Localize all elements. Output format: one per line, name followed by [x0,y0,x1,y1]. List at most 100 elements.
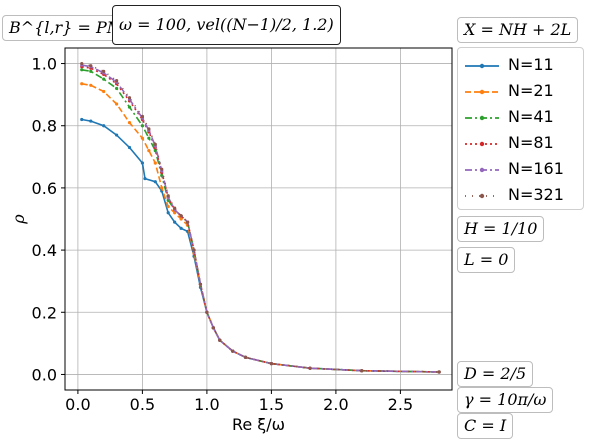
data-point-n=21 [179,217,183,221]
x-tick-label: 1.5 [259,395,284,414]
data-point-n=321 [89,64,93,68]
data-point-n=11 [173,220,177,224]
data-point-n=321 [127,96,132,100]
data-point-n=11 [80,117,84,122]
y-axis-label: ρ [9,214,28,225]
data-point-n=11 [140,161,144,165]
x-tick-label: 2.5 [388,395,413,414]
data-point-n=21 [115,102,119,106]
data-point-n=321 [198,282,203,286]
data-point-n=41 [140,124,144,128]
data-point-n=41 [89,69,93,73]
legend-label: N=41 [508,107,554,126]
data-point-n=321 [205,310,209,314]
data-point-n=21 [153,161,157,165]
data-point-n=321 [437,370,441,374]
x-axis-label: Re ξ/ω [232,415,285,434]
series-lines [80,61,441,374]
data-point-n=21 [173,211,177,215]
data-point-n=41 [115,86,119,91]
legend-label: N=81 [508,133,554,152]
data-point-n=21 [102,89,106,94]
y-tick-label: 1.0 [32,55,57,74]
legend-label: N=321 [508,185,564,204]
series-line-n=161 [81,64,440,373]
series-line-n=11 [81,118,440,373]
omega-annotation: ω = 100, vel((N−1)/2, 1.2) [112,5,341,45]
x-tick-label: 1.0 [194,395,219,414]
legend-item: N=21 [458,80,583,104]
series-line-n=81 [81,65,440,373]
axes-frame [64,47,453,391]
legend-label: N=11 [508,55,554,74]
data-point-n=321 [140,114,144,118]
legend-swatch [465,193,499,199]
legend-swatch [465,167,499,173]
y-tick-label: 0.4 [32,241,57,260]
data-point-n=11 [166,211,170,215]
data-point-n=321 [185,220,190,224]
data-point-n=21 [127,121,132,125]
ticks: 0.0 0.5 1.0 1.5 2.0 2.5 0.0 0.2 0.4 0.6 0.8 1.0 [32,55,414,414]
legend-swatch [465,115,499,121]
data-point-n=41 [102,77,106,81]
legend-swatch [465,63,499,69]
data-point-n=11 [179,226,183,230]
data-point-n=321 [153,142,157,146]
legend-label: N=161 [508,159,564,178]
data-point-n=321 [244,355,248,359]
data-point-n=21 [80,82,84,86]
grid [65,48,452,390]
legend-item: N=81 [458,132,583,156]
x-tick-label: 0.0 [65,395,90,414]
data-point-n=321 [218,338,222,342]
data-point-n=321 [102,69,106,73]
data-point-n=21 [160,186,164,190]
legend-swatch [465,89,499,95]
data-point-n=321 [360,369,364,373]
data-point-n=41 [147,136,151,140]
legend-item: N=41 [458,106,583,130]
data-point-n=11 [143,176,147,181]
legend-item: N=11 [458,54,583,78]
data-point-n=21 [166,204,170,209]
data-point-n=11 [102,124,106,128]
c-annotation: C = I [457,413,514,439]
data-point-n=11 [115,133,119,137]
y-tick-label: 0.6 [32,179,57,198]
data-point-n=41 [80,68,84,72]
y-tick-label: 0.2 [32,303,57,322]
legend-item: N=321 [458,184,583,208]
data-point-n=321 [231,349,235,353]
x-definition-annotation: X = NH + 2L [457,17,579,43]
legend-label: N=21 [508,81,554,100]
data-point-n=321 [115,79,119,83]
d-annotation: D = 2/5 [457,361,534,387]
y-tick-label: 0.0 [32,365,57,384]
data-point-n=321 [166,194,170,198]
data-point-n=21 [89,83,93,87]
data-point-n=41 [127,105,132,109]
data-point-n=321 [192,248,196,252]
data-point-n=321 [80,61,84,66]
data-point-n=21 [140,136,144,140]
series-line-n=41 [81,69,440,373]
data-point-n=11 [89,119,93,123]
series-line-n=21 [81,83,440,373]
data-point-n=321 [308,366,312,370]
legend-item: N=161 [458,158,583,182]
x-tick-label: 2.0 [323,395,348,414]
h-annotation: H = 1/10 [457,216,545,242]
data-point-n=11 [127,145,132,150]
data-point-n=21 [147,149,151,153]
data-point-n=321 [179,214,183,218]
data-point-n=321 [173,206,177,210]
y-tick-label: 0.8 [32,117,57,136]
data-point-n=321 [147,127,151,131]
gamma-annotation: γ = 10π/ω [457,387,554,413]
legend: N=11 N=21 N=41 N=81 N=161 N=321 [457,47,584,210]
legend-swatch [465,141,499,147]
data-point-n=321 [160,167,164,171]
l-annotation: L = 0 [457,247,516,273]
data-point-n=321 [211,326,215,330]
